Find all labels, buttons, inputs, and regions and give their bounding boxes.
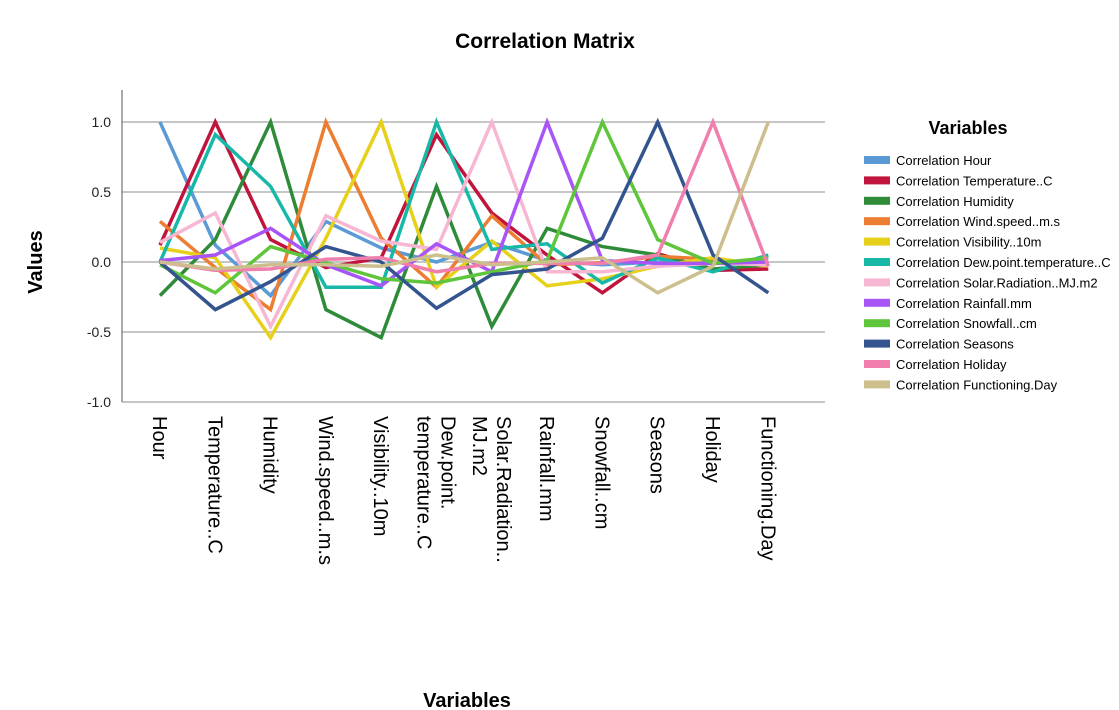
- series-line: [159, 117, 770, 274]
- legend-label: Correlation Dew.point.temperature..C: [896, 255, 1111, 270]
- series-line: [158, 117, 770, 312]
- legend: Variables Correlation Hour Correlation Te…: [864, 118, 1111, 392]
- legend-label: Correlation Snowfall..cm: [896, 316, 1037, 331]
- legend-swatch: [864, 339, 890, 348]
- legend-label: Correlation Holiday: [896, 357, 1007, 372]
- legend-swatch: [864, 319, 890, 328]
- y-axis-label: Values: [25, 230, 47, 293]
- y-tick-labels: 1.0 0.5 0.0 -0.5 -1.0: [87, 114, 111, 410]
- x-tick-label-line: Visibility..10m: [369, 416, 391, 536]
- legend-label: Correlation Wind.speed..m.s: [896, 214, 1061, 229]
- x-tick-label-line: Wind.speed..m.s: [314, 416, 336, 565]
- legend-swatch: [864, 156, 890, 164]
- x-tick-label: Holiday: [701, 416, 723, 483]
- x-tick-label-line: Temperature..C: [203, 416, 225, 554]
- series-line: [159, 117, 769, 288]
- legend-swatch: [864, 196, 890, 205]
- chart-title: Correlation Matrix: [455, 30, 635, 53]
- legend-label: Correlation Seasons: [896, 337, 1014, 352]
- legend-title: Variables: [928, 118, 1007, 138]
- y-tick-label: -1.0: [87, 394, 111, 410]
- legend-label: Correlation Visibility..10m: [896, 235, 1041, 250]
- legend-label: Correlation Hour: [896, 153, 992, 168]
- legend-label: Correlation Rainfall.mm: [896, 296, 1032, 311]
- x-tick-label-line: Hour: [148, 416, 170, 460]
- series-line: [159, 121, 770, 295]
- y-tick-label: 1.0: [92, 114, 112, 130]
- x-tick-label-line: Seasons: [646, 416, 668, 494]
- x-tick-label: Functioning.Day: [756, 416, 778, 561]
- legend-label: Correlation Temperature..C: [896, 173, 1053, 188]
- x-tick-label: Wind.speed..m.s: [314, 416, 336, 565]
- x-tick-label: Dew.point.temperature..C: [413, 416, 459, 549]
- legend-swatch: [864, 298, 890, 307]
- x-axis-label: Variables: [423, 690, 511, 710]
- x-tick-label: Visibility..10m: [369, 416, 391, 536]
- legend-swatch: [864, 217, 890, 226]
- x-tick-label: Hour: [148, 416, 170, 460]
- series-line: [158, 117, 769, 341]
- x-tick-label: Seasons: [646, 416, 668, 494]
- x-tick-label-line: Dew.point.: [437, 416, 459, 509]
- x-tick-label-line: Humidity: [259, 416, 281, 494]
- legend-label: Correlation Solar.Radiation..MJ.m2: [896, 275, 1098, 290]
- x-tick-label-line: Snowfall..cm: [590, 416, 612, 529]
- legend-label: Correlation Functioning.Day: [896, 377, 1058, 392]
- x-tick-label: Solar.Radiation..MJ.m2: [468, 416, 514, 563]
- series-line: [159, 117, 769, 331]
- legend-swatch: [864, 237, 890, 246]
- x-tick-label: Snowfall..cm: [590, 416, 612, 529]
- legend-swatch: [864, 278, 890, 287]
- x-tick-label-line: Solar.Radiation..: [492, 416, 514, 563]
- x-tick-label-line: Rainfall.mm: [535, 416, 557, 522]
- x-tick-label-line: MJ.m2: [468, 416, 490, 476]
- legend-label: Correlation Humidity: [896, 194, 1014, 209]
- series-line: [159, 117, 769, 341]
- x-tick-labels: Hour Temperature..C Humidity Wind.speed..m.…: [148, 416, 778, 565]
- legend-swatch: [864, 258, 890, 266]
- x-tick-label: Rainfall.mm: [535, 416, 557, 522]
- legend-swatch: [864, 380, 890, 389]
- x-tick-label: Temperature..C: [203, 416, 225, 554]
- x-tick-label-line: Holiday: [701, 416, 723, 483]
- series-lines: [158, 117, 770, 341]
- x-tick-label-line: Functioning.Day: [756, 416, 778, 561]
- y-tick-label: 0.0: [92, 254, 112, 270]
- series-line: [158, 117, 769, 313]
- legend-swatch: [864, 176, 890, 185]
- series-line: [159, 117, 769, 295]
- legend-swatch: [864, 360, 890, 368]
- x-tick-label: Humidity: [259, 416, 281, 494]
- y-tick-label: 0.5: [92, 184, 112, 200]
- y-tick-label: -0.5: [87, 324, 111, 340]
- x-tick-label-line: temperature..C: [413, 416, 435, 549]
